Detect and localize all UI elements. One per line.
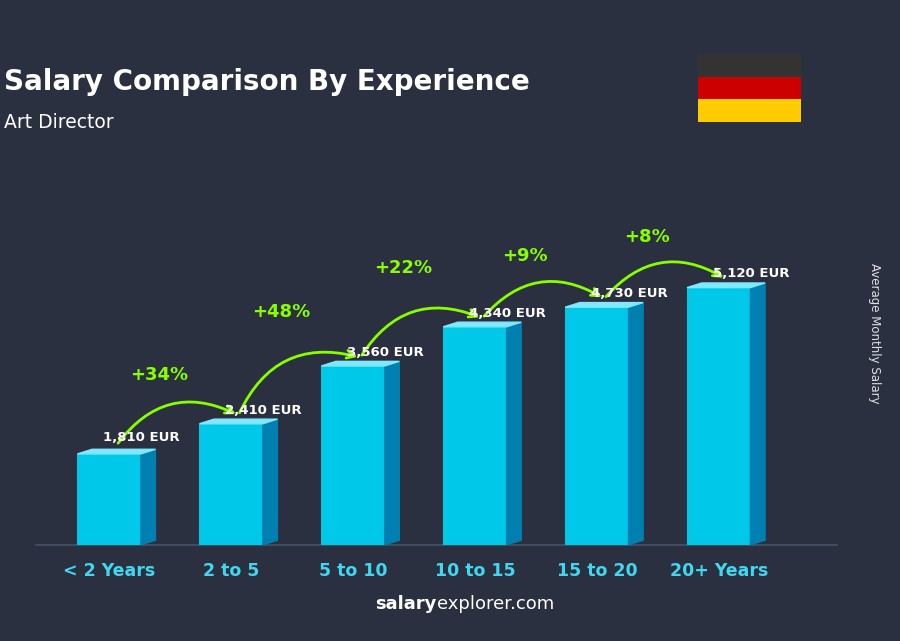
Bar xyxy=(698,77,801,99)
Text: 5,120 EUR: 5,120 EUR xyxy=(713,267,789,280)
Polygon shape xyxy=(443,322,521,327)
Polygon shape xyxy=(628,303,644,545)
Polygon shape xyxy=(687,283,765,288)
Text: +34%: +34% xyxy=(130,367,188,385)
Text: +22%: +22% xyxy=(374,259,432,277)
Bar xyxy=(698,99,801,122)
Text: +8%: +8% xyxy=(624,228,670,246)
FancyBboxPatch shape xyxy=(565,307,628,545)
FancyBboxPatch shape xyxy=(321,366,384,545)
Text: explorer.com: explorer.com xyxy=(436,595,554,613)
FancyBboxPatch shape xyxy=(443,327,507,545)
Text: 1,810 EUR: 1,810 EUR xyxy=(104,431,180,444)
Text: Art Director: Art Director xyxy=(4,113,113,132)
Polygon shape xyxy=(384,362,400,545)
Bar xyxy=(698,54,801,77)
Polygon shape xyxy=(507,322,521,545)
Polygon shape xyxy=(200,419,277,424)
Text: 4,340 EUR: 4,340 EUR xyxy=(469,306,545,320)
Text: +48%: +48% xyxy=(252,303,310,322)
FancyBboxPatch shape xyxy=(687,288,751,545)
Polygon shape xyxy=(565,303,644,307)
Text: salary: salary xyxy=(375,595,436,613)
Text: Average Monthly Salary: Average Monthly Salary xyxy=(868,263,881,404)
Text: 4,730 EUR: 4,730 EUR xyxy=(590,287,668,300)
Text: 2,410 EUR: 2,410 EUR xyxy=(225,404,302,417)
Polygon shape xyxy=(140,449,156,545)
FancyBboxPatch shape xyxy=(77,454,140,545)
FancyBboxPatch shape xyxy=(200,424,263,545)
Polygon shape xyxy=(77,449,156,454)
Polygon shape xyxy=(751,283,765,545)
Polygon shape xyxy=(321,362,400,366)
Text: +9%: +9% xyxy=(502,247,548,265)
Polygon shape xyxy=(263,419,277,545)
Text: 3,560 EUR: 3,560 EUR xyxy=(346,345,424,359)
Text: Salary Comparison By Experience: Salary Comparison By Experience xyxy=(4,68,530,96)
